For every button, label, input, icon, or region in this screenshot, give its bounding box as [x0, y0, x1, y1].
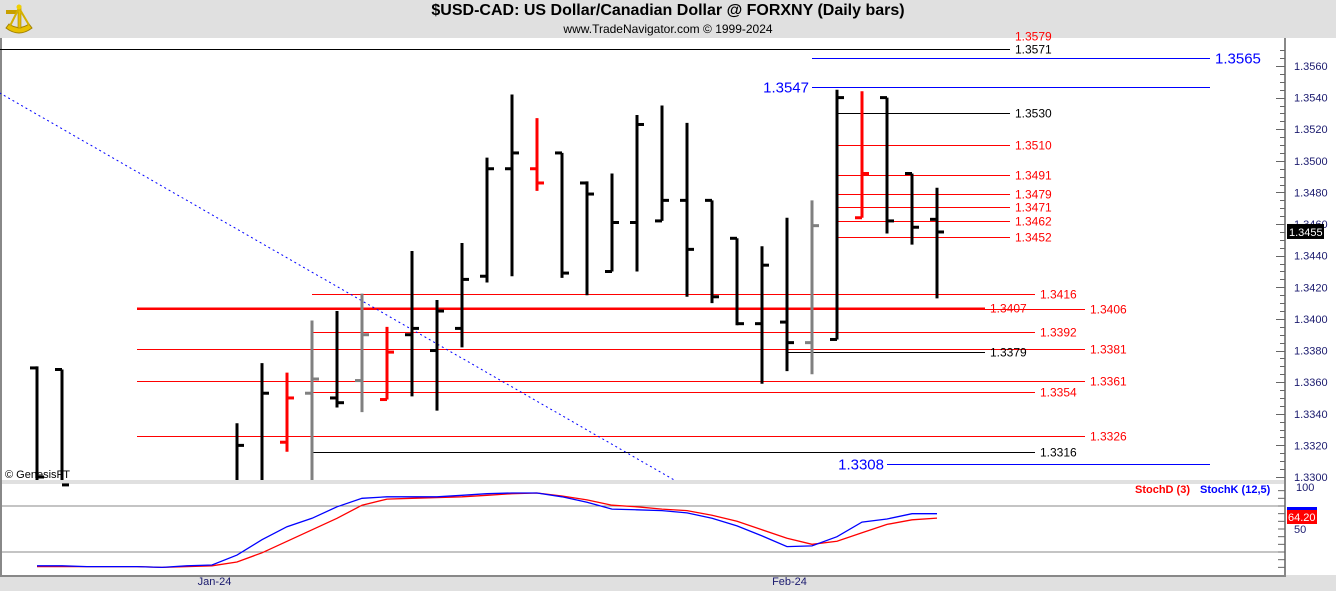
level-label: 1.3316: [1040, 446, 1077, 460]
x-tick-label: Feb-24: [772, 576, 807, 588]
level-label: 1.3452: [1015, 231, 1052, 245]
stochd-line[interactable]: [37, 492, 938, 569]
y-tick-label: 1.3540: [1294, 93, 1328, 105]
stochk-line[interactable]: [37, 492, 937, 569]
level-label: 1.3547: [763, 80, 809, 97]
price-bar[interactable]: [930, 187, 944, 299]
price-bar[interactable]: [280, 372, 294, 452]
price-bar[interactable]: [330, 311, 344, 408]
price-bar[interactable]: [305, 320, 319, 480]
y-tick-label: 1.3500: [1294, 156, 1328, 168]
price-bar[interactable]: [380, 326, 394, 402]
y-tick-label: 1.3360: [1294, 377, 1328, 389]
level-label: 1.3479: [1015, 188, 1052, 202]
price-bar[interactable]: [730, 236, 744, 326]
level-label: 1.3530: [1015, 107, 1052, 121]
level-label: 1.3406: [1090, 303, 1127, 317]
price-bar[interactable]: [430, 299, 444, 411]
chart-subtitle: www.TradeNavigator.com © 1999-2024: [563, 22, 773, 36]
y-tick-label: 1.3320: [1294, 440, 1328, 452]
price-bar[interactable]: [355, 293, 369, 413]
stoch-last-badge: [1287, 510, 1317, 524]
y-tick-label: 1.3440: [1294, 251, 1328, 263]
y-tick-label: 1.3300: [1294, 472, 1328, 484]
level-label: 1.3392: [1040, 326, 1077, 340]
price-bar[interactable]: [260, 363, 269, 480]
price-bar[interactable]: [235, 423, 244, 480]
price-bar[interactable]: [455, 243, 469, 348]
level-label: 1.3579: [1015, 30, 1052, 44]
level-label: 1.3571: [1015, 43, 1052, 57]
y-tick-label: 1.3400: [1294, 314, 1328, 326]
price-bar[interactable]: [905, 171, 919, 245]
copyright-label: © GenesisFT: [5, 469, 70, 481]
price-bar[interactable]: [580, 181, 594, 296]
price-bar[interactable]: [805, 200, 819, 375]
price-bar[interactable]: [405, 250, 419, 397]
y-tick-label: 1.3520: [1294, 124, 1328, 136]
price-bar[interactable]: [555, 151, 569, 278]
legend-stochd: StochD (3): [1135, 484, 1190, 496]
level-label: 1.3565: [1215, 51, 1261, 68]
price-bar[interactable]: [780, 217, 794, 372]
price-bar[interactable]: [30, 366, 44, 480]
level-label: 1.3462: [1015, 215, 1052, 229]
chart-title: $USD-CAD: US Dollar/Canadian Dollar @ FO…: [431, 2, 905, 19]
chart-header: $USD-CAD: US Dollar/Canadian Dollar @ FO…: [0, 0, 1336, 38]
level-label: 1.3416: [1040, 288, 1077, 302]
y-tick-label: 1.3340: [1294, 409, 1328, 421]
price-bar[interactable]: [530, 118, 544, 191]
price-bar[interactable]: [755, 246, 769, 384]
level-label: 1.3379: [990, 346, 1027, 360]
price-bar[interactable]: [655, 105, 669, 223]
y-tick-label: 1.3480: [1294, 187, 1328, 199]
stoch-tick-100: 100: [1296, 482, 1314, 494]
stochastic-panel[interactable]: [0, 484, 1285, 575]
price-panel[interactable]: [0, 38, 1285, 480]
y-tick-label: 1.3560: [1294, 61, 1328, 73]
legend-stochk: StochK (12,5): [1200, 484, 1271, 496]
stochk-marker: [1287, 507, 1317, 510]
sextant-logo-icon: [5, 4, 33, 34]
level-label: 1.3471: [1015, 201, 1052, 215]
level-label: 1.3510: [1015, 139, 1052, 153]
price-bar[interactable]: [630, 114, 644, 272]
price-bar[interactable]: [830, 89, 844, 341]
level-label: 1.3308: [838, 457, 884, 474]
price-bar[interactable]: [605, 173, 619, 273]
level-label: 1.3491: [1015, 169, 1052, 183]
price-bar[interactable]: [55, 368, 69, 487]
price-bar[interactable]: [505, 94, 519, 277]
last-price-value: 1.3455: [1289, 227, 1323, 239]
price-bar[interactable]: [480, 157, 494, 283]
price-bar[interactable]: [855, 91, 869, 220]
x-tick-label: Jan-24: [198, 576, 232, 588]
level-label: 1.3361: [1090, 375, 1127, 389]
level-label: 1.3407: [990, 302, 1027, 316]
price-axis[interactable]: [1286, 38, 1336, 575]
stoch-tick-50: 50: [1294, 524, 1306, 536]
price-bar[interactable]: [705, 198, 719, 304]
y-tick-label: 1.3420: [1294, 282, 1328, 294]
stoch-last-value: 64.20: [1288, 512, 1316, 524]
level-label: 1.3381: [1090, 343, 1127, 357]
last-price-badge: [1287, 223, 1324, 239]
level-label: 1.3354: [1040, 386, 1077, 400]
level-label: 1.3326: [1090, 430, 1127, 444]
price-bar[interactable]: [680, 122, 694, 297]
y-tick-label: 1.3380: [1294, 346, 1328, 358]
price-bar[interactable]: [880, 96, 894, 234]
